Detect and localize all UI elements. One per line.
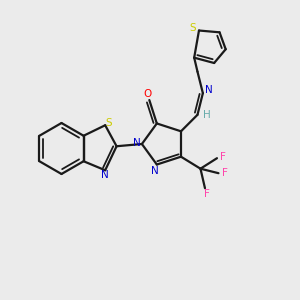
Text: H: H — [202, 110, 210, 120]
Text: N: N — [205, 85, 213, 94]
Text: F: F — [203, 189, 209, 199]
Text: N: N — [133, 137, 140, 148]
Text: F: F — [221, 168, 227, 178]
Text: S: S — [106, 118, 112, 128]
Text: N: N — [152, 166, 159, 176]
Text: S: S — [189, 23, 196, 33]
Text: F: F — [220, 152, 226, 162]
Text: O: O — [144, 89, 152, 99]
Text: N: N — [101, 170, 109, 180]
